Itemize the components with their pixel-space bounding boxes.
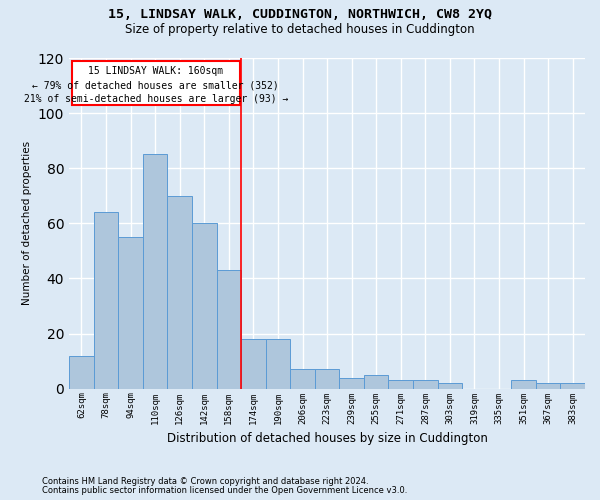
X-axis label: Distribution of detached houses by size in Cuddington: Distribution of detached houses by size … (167, 432, 488, 445)
Text: Size of property relative to detached houses in Cuddington: Size of property relative to detached ho… (125, 22, 475, 36)
Bar (290, 370, 315, 388)
Bar (143, 154, 167, 388)
Bar (118, 237, 143, 388)
Bar (217, 270, 241, 388)
Bar (388, 380, 413, 388)
Bar (69, 356, 94, 388)
Bar (340, 378, 364, 388)
Bar (413, 380, 437, 388)
Bar (560, 383, 585, 388)
Bar (192, 224, 217, 388)
FancyBboxPatch shape (71, 61, 240, 105)
Bar (94, 212, 118, 388)
Bar (315, 370, 340, 388)
Bar (511, 380, 536, 388)
Bar (266, 339, 290, 388)
Text: Contains HM Land Registry data © Crown copyright and database right 2024.: Contains HM Land Registry data © Crown c… (42, 477, 368, 486)
Y-axis label: Number of detached properties: Number of detached properties (22, 142, 32, 306)
Text: 21% of semi-detached houses are larger (93) →: 21% of semi-detached houses are larger (… (23, 94, 288, 104)
Bar (364, 375, 388, 388)
Text: 15, LINDSAY WALK, CUDDINGTON, NORTHWICH, CW8 2YQ: 15, LINDSAY WALK, CUDDINGTON, NORTHWICH,… (108, 8, 492, 20)
Text: 15 LINDSAY WALK: 160sqm: 15 LINDSAY WALK: 160sqm (88, 66, 223, 76)
Bar (437, 383, 462, 388)
Bar (167, 196, 192, 388)
Bar (241, 339, 266, 388)
Text: Contains public sector information licensed under the Open Government Licence v3: Contains public sector information licen… (42, 486, 407, 495)
Bar (536, 383, 560, 388)
Text: ← 79% of detached houses are smaller (352): ← 79% of detached houses are smaller (35… (32, 80, 279, 90)
